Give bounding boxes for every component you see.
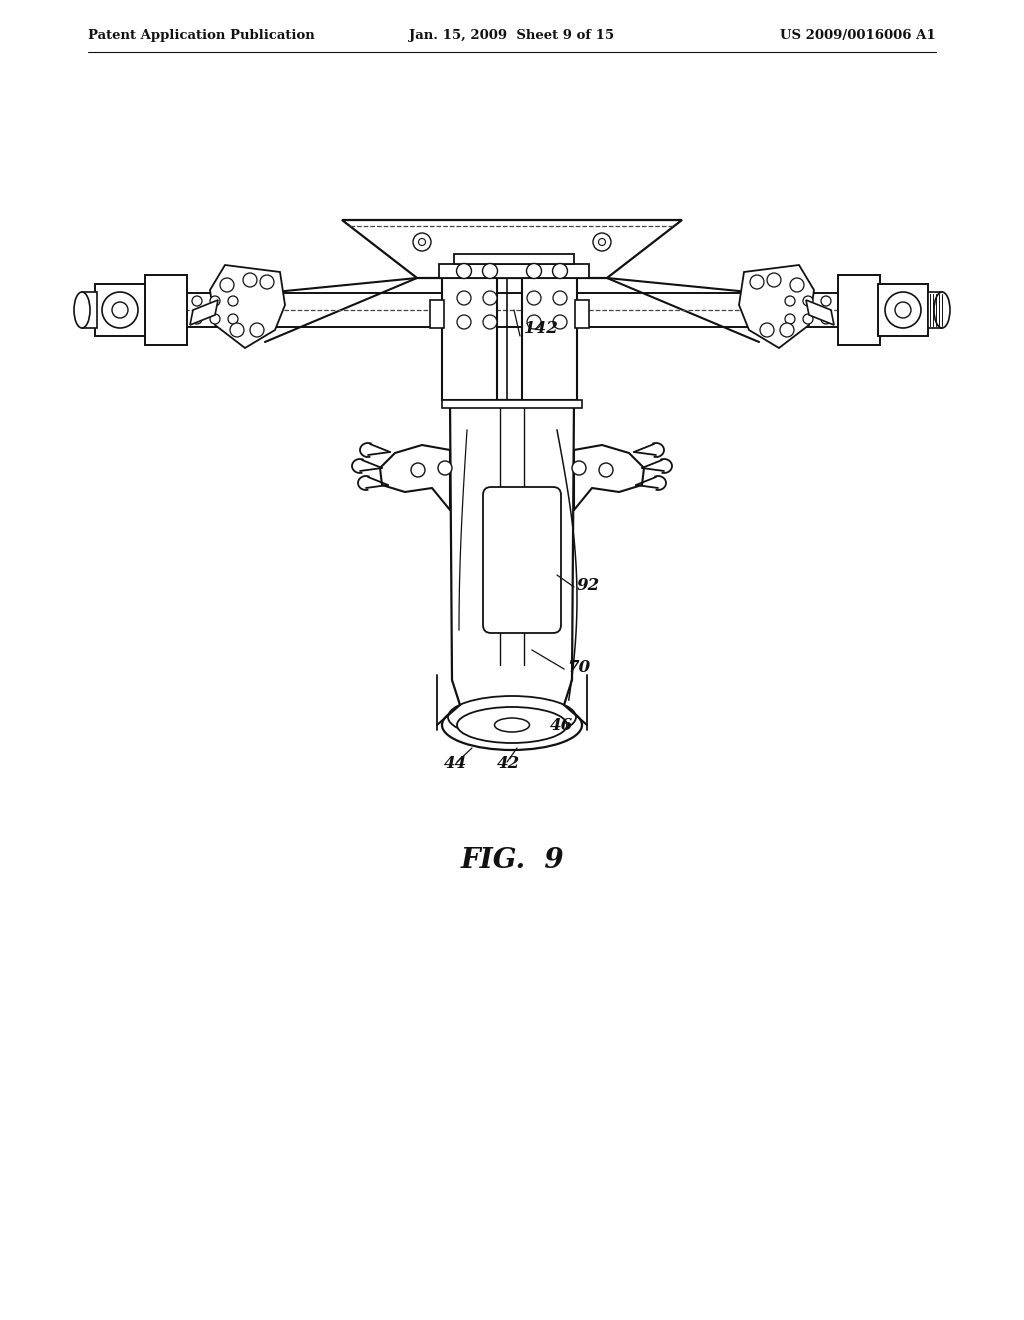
Circle shape bbox=[112, 302, 128, 318]
Circle shape bbox=[228, 296, 238, 306]
Ellipse shape bbox=[534, 256, 546, 275]
Polygon shape bbox=[210, 265, 285, 348]
Text: 70: 70 bbox=[567, 659, 590, 676]
Bar bbox=[838, 275, 880, 345]
Circle shape bbox=[553, 264, 567, 279]
Circle shape bbox=[885, 292, 921, 327]
Bar bbox=[442, 400, 582, 408]
Circle shape bbox=[803, 314, 813, 323]
Circle shape bbox=[228, 314, 238, 323]
Circle shape bbox=[767, 273, 781, 286]
Circle shape bbox=[599, 463, 613, 477]
Circle shape bbox=[102, 292, 138, 327]
Polygon shape bbox=[450, 400, 574, 705]
Circle shape bbox=[598, 239, 605, 246]
Circle shape bbox=[572, 461, 586, 475]
Circle shape bbox=[457, 290, 471, 305]
Ellipse shape bbox=[449, 696, 575, 738]
Text: Patent Application Publication: Patent Application Publication bbox=[88, 29, 314, 41]
Circle shape bbox=[193, 314, 202, 323]
Circle shape bbox=[230, 323, 244, 337]
Circle shape bbox=[527, 315, 541, 329]
Circle shape bbox=[803, 296, 813, 306]
Circle shape bbox=[483, 315, 497, 329]
Bar bbox=[878, 284, 928, 337]
Circle shape bbox=[785, 314, 795, 323]
Circle shape bbox=[821, 296, 831, 306]
Circle shape bbox=[210, 314, 220, 323]
Ellipse shape bbox=[495, 718, 529, 733]
Circle shape bbox=[821, 314, 831, 323]
FancyBboxPatch shape bbox=[483, 487, 561, 634]
Bar bbox=[95, 284, 145, 337]
Circle shape bbox=[438, 461, 452, 475]
Circle shape bbox=[413, 234, 431, 251]
Polygon shape bbox=[342, 220, 682, 279]
Circle shape bbox=[526, 264, 542, 279]
Ellipse shape bbox=[442, 700, 582, 750]
Bar bbox=[575, 300, 589, 327]
Bar bbox=[928, 292, 942, 327]
Ellipse shape bbox=[934, 292, 950, 327]
Circle shape bbox=[260, 275, 274, 289]
Circle shape bbox=[780, 323, 794, 337]
Text: FIG.  9: FIG. 9 bbox=[460, 846, 564, 874]
Text: 46: 46 bbox=[550, 717, 573, 734]
Circle shape bbox=[553, 315, 567, 329]
Text: 142: 142 bbox=[524, 319, 559, 337]
Circle shape bbox=[457, 264, 471, 279]
Ellipse shape bbox=[74, 292, 90, 327]
Circle shape bbox=[593, 234, 611, 251]
Polygon shape bbox=[380, 445, 450, 510]
Bar bbox=[82, 292, 97, 327]
Circle shape bbox=[895, 302, 911, 318]
Circle shape bbox=[457, 315, 471, 329]
Circle shape bbox=[760, 323, 774, 337]
Circle shape bbox=[790, 279, 804, 292]
Circle shape bbox=[750, 275, 764, 289]
Polygon shape bbox=[190, 300, 218, 325]
Polygon shape bbox=[739, 265, 814, 348]
Circle shape bbox=[193, 296, 202, 306]
Polygon shape bbox=[574, 445, 644, 510]
Circle shape bbox=[483, 290, 497, 305]
Circle shape bbox=[243, 273, 257, 286]
Circle shape bbox=[785, 296, 795, 306]
Bar bbox=[145, 275, 187, 345]
Text: 92: 92 bbox=[577, 577, 600, 594]
Circle shape bbox=[411, 463, 425, 477]
Bar bbox=[442, 279, 497, 400]
Circle shape bbox=[210, 296, 220, 306]
Bar bbox=[522, 279, 577, 400]
Text: US 2009/0016006 A1: US 2009/0016006 A1 bbox=[780, 29, 936, 41]
Circle shape bbox=[419, 239, 426, 246]
Bar bbox=[185, 293, 838, 327]
Polygon shape bbox=[806, 300, 834, 325]
Bar bbox=[454, 253, 574, 264]
Bar bbox=[430, 300, 444, 327]
Text: Jan. 15, 2009  Sheet 9 of 15: Jan. 15, 2009 Sheet 9 of 15 bbox=[410, 29, 614, 41]
Circle shape bbox=[553, 290, 567, 305]
Ellipse shape bbox=[478, 256, 490, 275]
Circle shape bbox=[482, 264, 498, 279]
Ellipse shape bbox=[457, 708, 567, 743]
Circle shape bbox=[250, 323, 264, 337]
Circle shape bbox=[527, 290, 541, 305]
Bar bbox=[439, 264, 589, 279]
Text: 42: 42 bbox=[497, 755, 520, 772]
Text: 44: 44 bbox=[444, 755, 467, 772]
Circle shape bbox=[220, 279, 234, 292]
